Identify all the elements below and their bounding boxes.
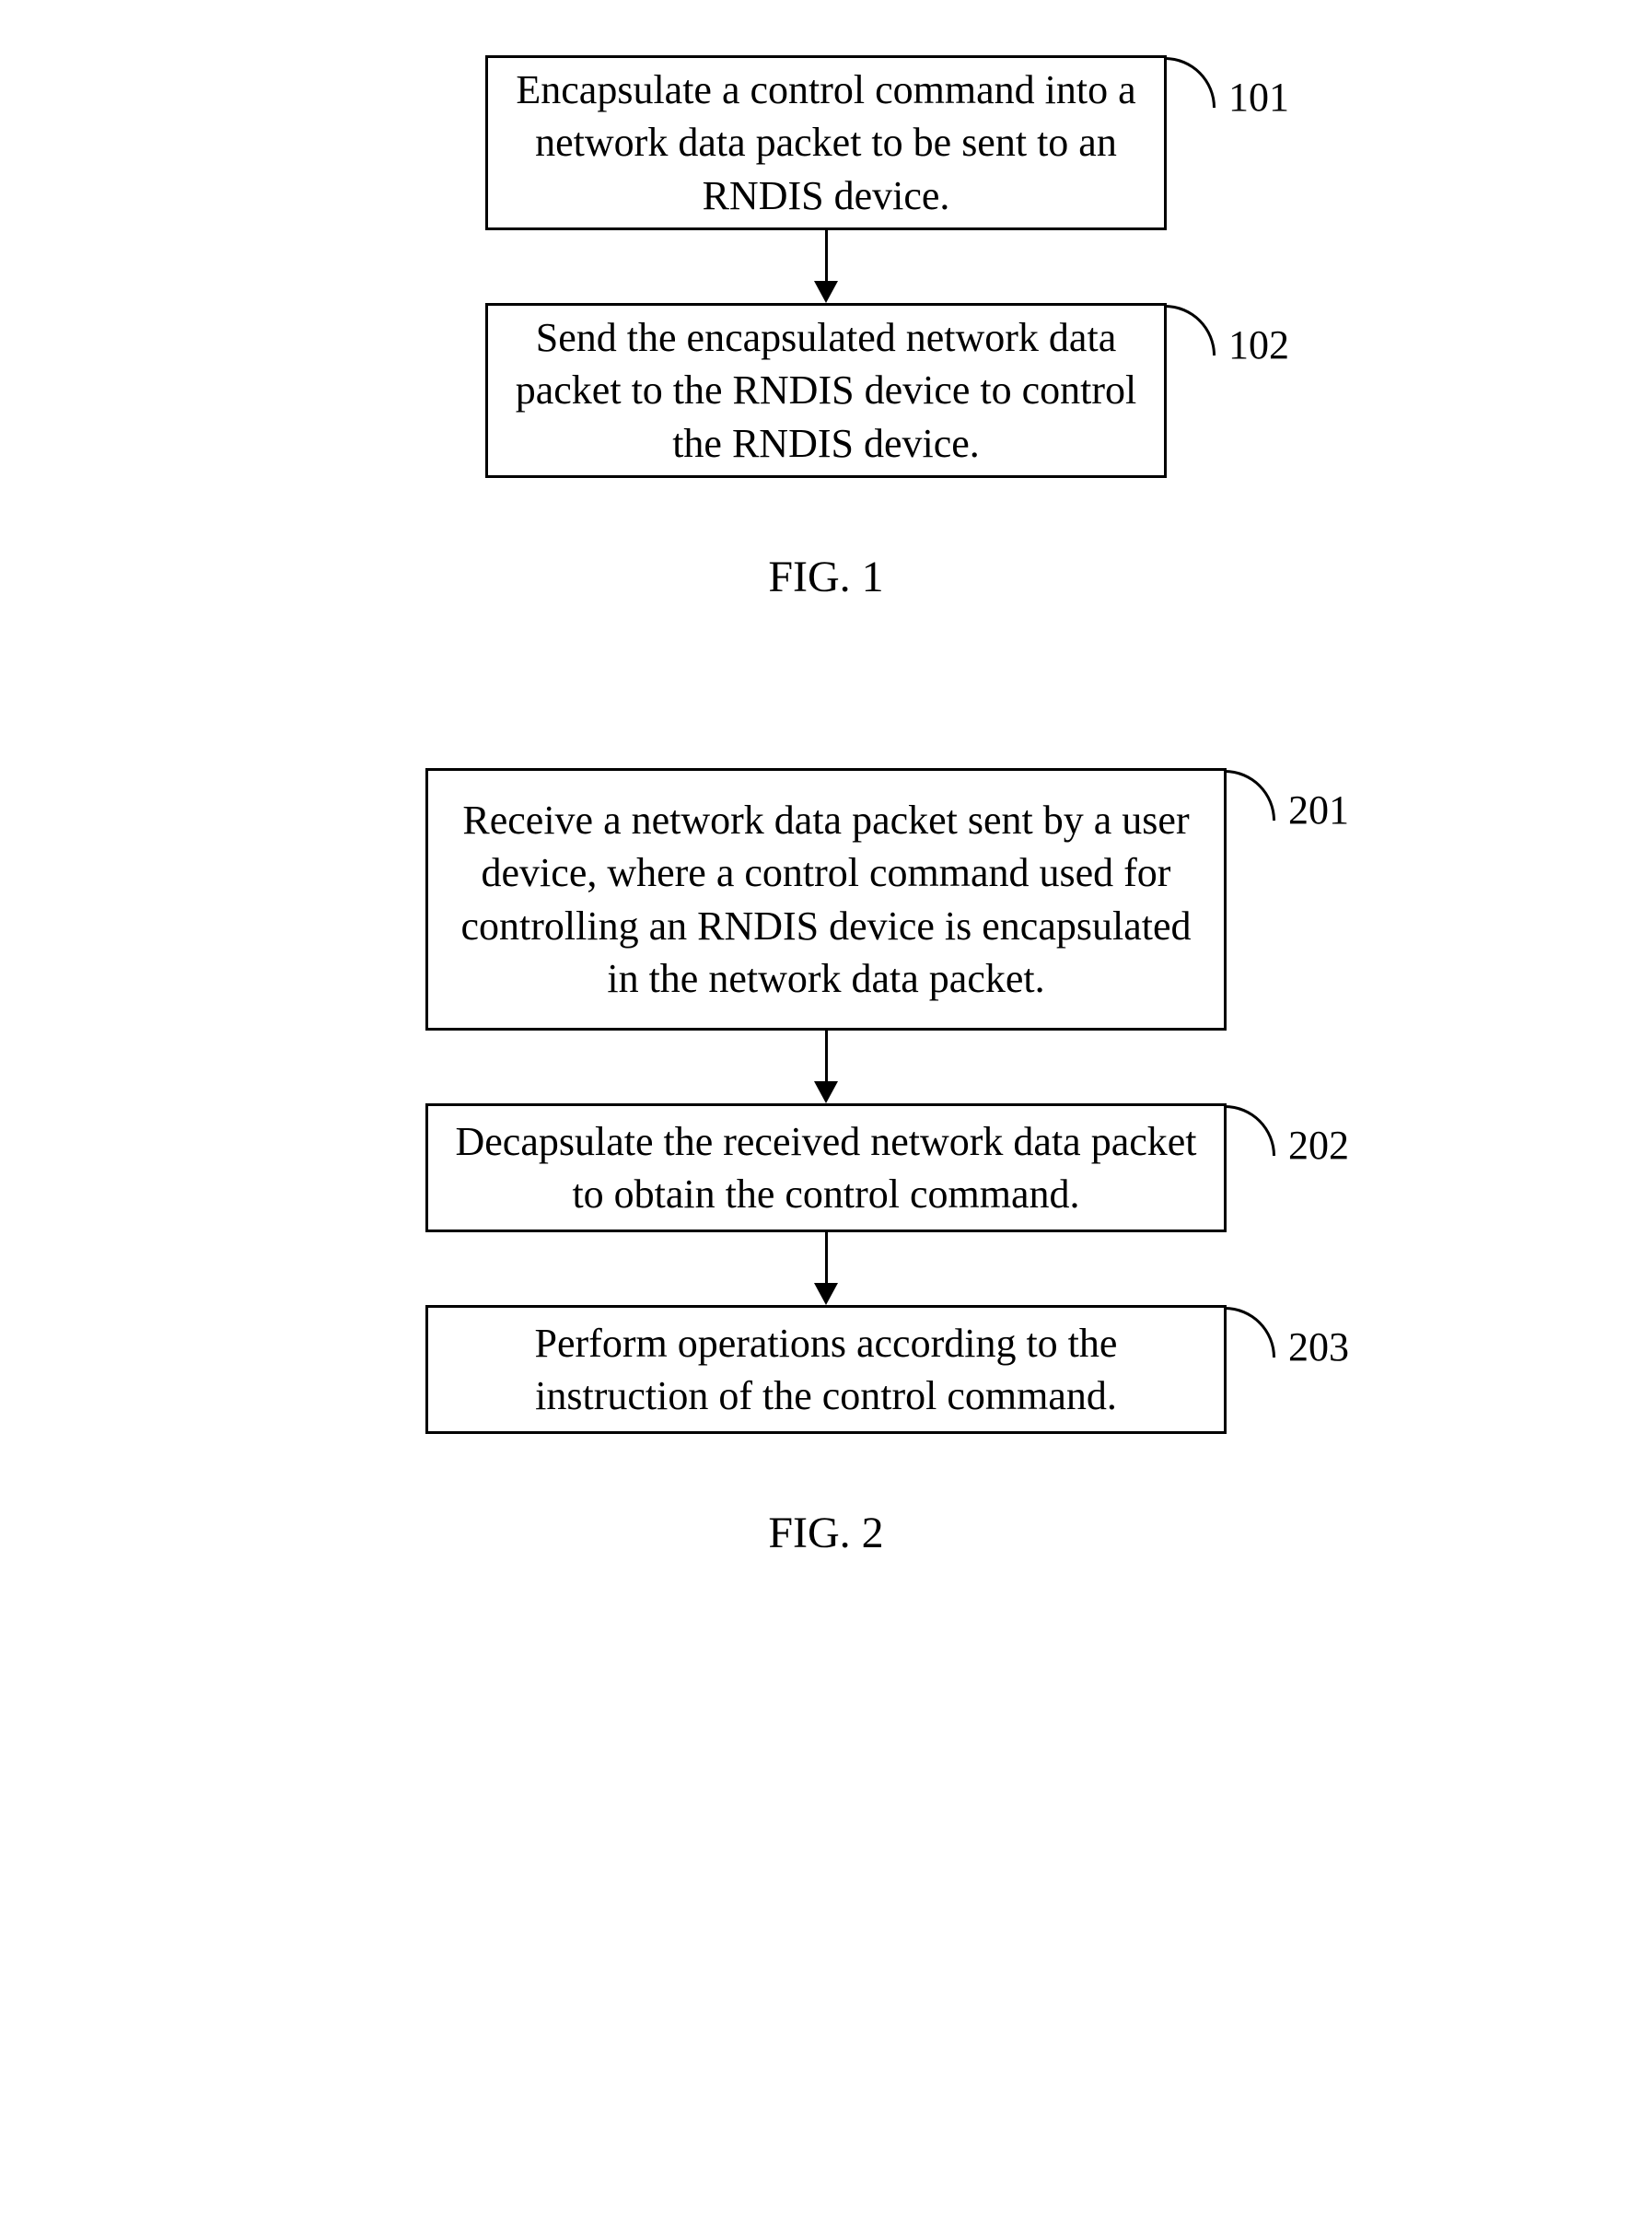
arrow-head-icon [814, 1081, 838, 1103]
flowchart-box: Receive a network data packet sent by a … [425, 768, 1227, 1031]
flowchart-label-wrapper: 101 [1167, 57, 1289, 121]
arrow-head-icon [814, 281, 838, 303]
flowchart-node-201: Receive a network data packet sent by a … [425, 768, 1227, 1031]
flowchart-label-wrapper: 102 [1167, 305, 1289, 368]
arrow-line [825, 1232, 828, 1283]
flowchart-box-text: Perform operations according to the inst… [447, 1317, 1205, 1422]
flowchart-node-101: Encapsulate a control command into a net… [485, 55, 1167, 230]
flowchart-node-203: Perform operations according to the inst… [425, 1305, 1227, 1434]
flowchart-node-label: 202 [1288, 1122, 1349, 1169]
figure-caption: FIG. 1 [768, 552, 883, 602]
flowchart-box: Perform operations according to the inst… [425, 1305, 1227, 1434]
flowchart-box: Send the encapsulated network data packe… [485, 303, 1167, 478]
flowchart-box-text: Encapsulate a control command into a net… [506, 64, 1146, 222]
flowchart-box: Decapsulate the received network data pa… [425, 1103, 1227, 1232]
flowchart-label-wrapper: 201 [1227, 770, 1349, 833]
arrow-line [825, 1031, 828, 1081]
figure-caption: FIG. 2 [768, 1508, 883, 1558]
flowchart-label-wrapper: 202 [1227, 1105, 1349, 1169]
label-connector-curve [1225, 1307, 1275, 1358]
arrow-line [825, 230, 828, 281]
label-connector-curve [1165, 57, 1216, 108]
arrow-head-icon [814, 1283, 838, 1305]
label-connector-curve [1225, 770, 1275, 821]
flowchart-node-label: 101 [1228, 74, 1289, 121]
flowchart-label-wrapper: 203 [1227, 1307, 1349, 1370]
flowchart-box-text: Send the encapsulated network data packe… [506, 311, 1146, 470]
flowchart-node-102: Send the encapsulated network data packe… [485, 303, 1167, 478]
flowchart-fig2: Receive a network data packet sent by a … [425, 768, 1227, 1558]
label-connector-curve [1225, 1105, 1275, 1156]
flowchart-node-label: 102 [1228, 321, 1289, 368]
label-connector-curve [1165, 305, 1216, 355]
flowchart-fig1: Encapsulate a control command into a net… [485, 55, 1167, 602]
flowchart-node-202: Decapsulate the received network data pa… [425, 1103, 1227, 1232]
flowchart-box-text: Receive a network data packet sent by a … [447, 794, 1205, 1005]
flowchart-arrow [814, 230, 838, 303]
flowchart-arrow [814, 1031, 838, 1103]
flowchart-node-label: 201 [1288, 787, 1349, 833]
flowchart-box-text: Decapsulate the received network data pa… [447, 1115, 1205, 1220]
flowchart-node-label: 203 [1288, 1323, 1349, 1370]
flowchart-box: Encapsulate a control command into a net… [485, 55, 1167, 230]
flowchart-arrow [814, 1232, 838, 1305]
